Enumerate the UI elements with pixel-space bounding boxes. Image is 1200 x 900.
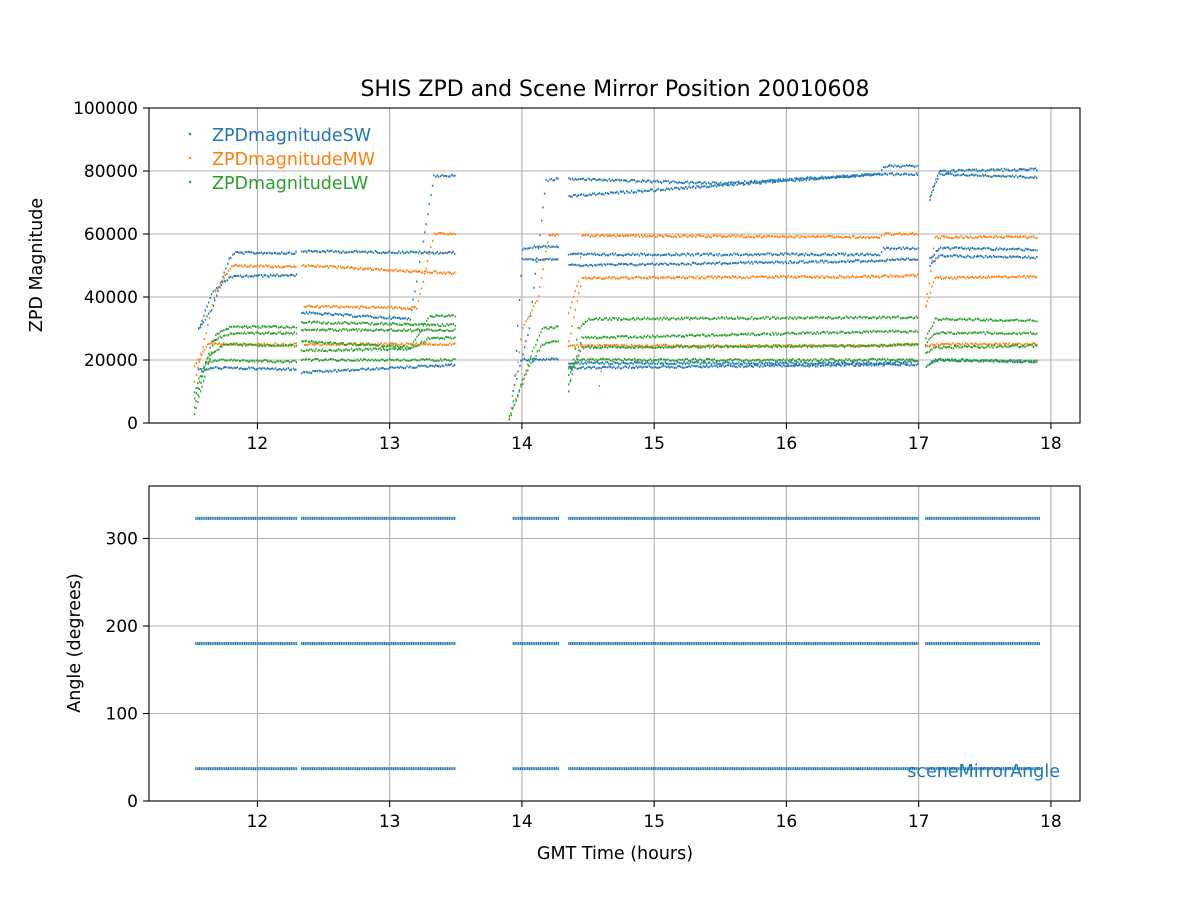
zpdmagnitudesw-point-track [301, 173, 456, 321]
top-x-tick-label: 15 [643, 434, 665, 454]
zpdmagnitudelw-point-track [193, 325, 298, 416]
zpdmagnitudelw-point-track [925, 358, 1038, 369]
zpdmagnitudesw-point-track [568, 164, 919, 186]
top-y-tick-label: 80000 [84, 162, 138, 182]
zpdmagnitudelw-point-track [193, 331, 298, 409]
top-x-tick-label: 16 [776, 434, 798, 454]
legend-marker [856, 767, 860, 771]
legend-marker [188, 180, 192, 184]
zpdmagnitudelw-point-track [508, 325, 559, 420]
zpdmagnitudelw-point-track [568, 342, 919, 376]
bottom-x-tick-label: 18 [1040, 812, 1062, 832]
legend-label: ZPDmagnitudeSW [212, 126, 371, 146]
zpdmagnitudesw-point-track [301, 362, 456, 375]
zpdmagnitudesw-point-track [300, 249, 456, 255]
chart-title: SHIS ZPD and Scene Mirror Position 20010… [360, 77, 869, 102]
zpdmagnitudesw-point-track [521, 357, 559, 362]
zpdmagnitudelw-point-track [300, 320, 456, 327]
scene-mirror-angle-plot: 12 13 14 15 16 17 18 0 100 200 300 Angle (degrees)… [65, 485, 1081, 864]
zpdmagnitudelw-point-track [301, 328, 456, 333]
zpdmagnitudemw-point-track [568, 231, 919, 315]
zpdmagnitudemw-point-track [303, 232, 456, 310]
zpdmagnitudesw-point-track [568, 362, 919, 370]
legend-label: ZPDmagnitudeLW [212, 174, 368, 194]
zpdmagnitudesw-point-track [512, 244, 559, 403]
top-legend: ZPDmagnitudeSW ZPDmagnitudeMW ZPDmagnitude… [188, 126, 375, 194]
legend-marker [188, 156, 192, 160]
zpdmagnitudesw-point-track [929, 167, 1038, 198]
zpdmagnitudelw-point-track [193, 358, 298, 394]
zpdmagnitudelw-point-track [567, 329, 919, 386]
zpdmagnitudelw-point-track [301, 314, 456, 350]
zpdmagnitudelw-point-track [300, 357, 456, 363]
top-x-tick-label: 18 [1040, 434, 1062, 454]
bottom-y-tick-label: 100 [106, 705, 138, 725]
bottom-legend: sceneMirrorAngle [856, 762, 1060, 782]
bottom-x-tick-label: 15 [643, 812, 665, 832]
zpdmagnitudemw-point-track [568, 273, 919, 343]
zpdmagnitudesw-point-track [929, 246, 1038, 260]
zpdmagnitudesw-point-track [568, 359, 919, 366]
top-x-tick-label: 12 [247, 434, 269, 454]
x-axis-label: GMT Time (hours) [537, 844, 693, 864]
bottom-y-axis-label: Angle (degrees) [65, 573, 85, 712]
bottom-x-tick-label: 17 [908, 812, 930, 832]
top-y-tick-label: 60000 [84, 225, 138, 245]
bottom-x-tick-label: 12 [247, 812, 269, 832]
zpdmagnitudelw-point-track [300, 336, 456, 353]
zpdmagnitudelw-point-track [925, 317, 1038, 340]
legend-marker [188, 132, 192, 136]
zpdmagnitudelw-point-track [925, 331, 1038, 347]
bottom-x-tick-label: 16 [776, 812, 798, 832]
top-y-tick-label: 100000 [73, 99, 138, 119]
zpdmagnitudelw-point-track [925, 343, 1038, 355]
top-x-tick-label: 14 [511, 434, 533, 454]
zpdmagnitudesw-point-track [198, 273, 298, 330]
zpdmagnitudesw-point-track [929, 254, 1038, 267]
top-plot-frame [148, 107, 1081, 424]
zpdmagnitudemw-point-track [301, 263, 456, 276]
top-x-tick-label: 13 [379, 434, 401, 454]
zpdmagnitudelw-point-track [568, 315, 919, 393]
bottom-y-tick-label: 0 [127, 792, 138, 812]
zpdmagnitudesw-point-track [567, 246, 919, 257]
legend-label: ZPDmagnitudeMW [212, 150, 375, 170]
legend-label: sceneMirrorAngle [907, 762, 1060, 782]
zpd-magnitude-plot: 12 13 14 15 16 17 18 0 20000 40000 60000 80000 10000… [27, 99, 1081, 454]
top-y-axis-label: ZPD Magnitude [27, 198, 47, 332]
zpdmagnitudesw-point-track [197, 366, 297, 372]
top-y-tick-label: 40000 [84, 288, 138, 308]
zpdmagnitudemw-point-track [925, 342, 1038, 348]
zpdmagnitudemw-point-track [925, 274, 1038, 307]
zpdmagnitudemw-point-track [925, 235, 1038, 308]
zpdmagnitudesw-point-track [568, 257, 919, 268]
bottom-y-tick-label: 300 [106, 530, 138, 550]
zpdmagnitudelw-point-track [508, 340, 560, 417]
zpdmagnitudelw-point-track [568, 357, 919, 370]
zpdmagnitudesw-point-track [521, 257, 559, 262]
zpdmagnitudesw-point-track [929, 172, 1038, 202]
top-y-tick-label: 0 [127, 414, 138, 434]
bottom-x-tick-label: 13 [379, 812, 401, 832]
top-y-tick-label: 20000 [84, 351, 138, 371]
zpdmagnitudesw-point-track [198, 250, 297, 330]
bottom-plot-frame [148, 485, 1081, 802]
top-x-tick-label: 17 [908, 434, 930, 454]
zpdmagnitudesw-point-track [568, 172, 919, 198]
bottom-x-tick-label: 14 [511, 812, 533, 832]
bottom-y-tick-label: 200 [106, 617, 138, 637]
zpdmagnitudemw-point-track [193, 263, 297, 383]
zpdmagnitudesw-point-track [512, 177, 559, 392]
